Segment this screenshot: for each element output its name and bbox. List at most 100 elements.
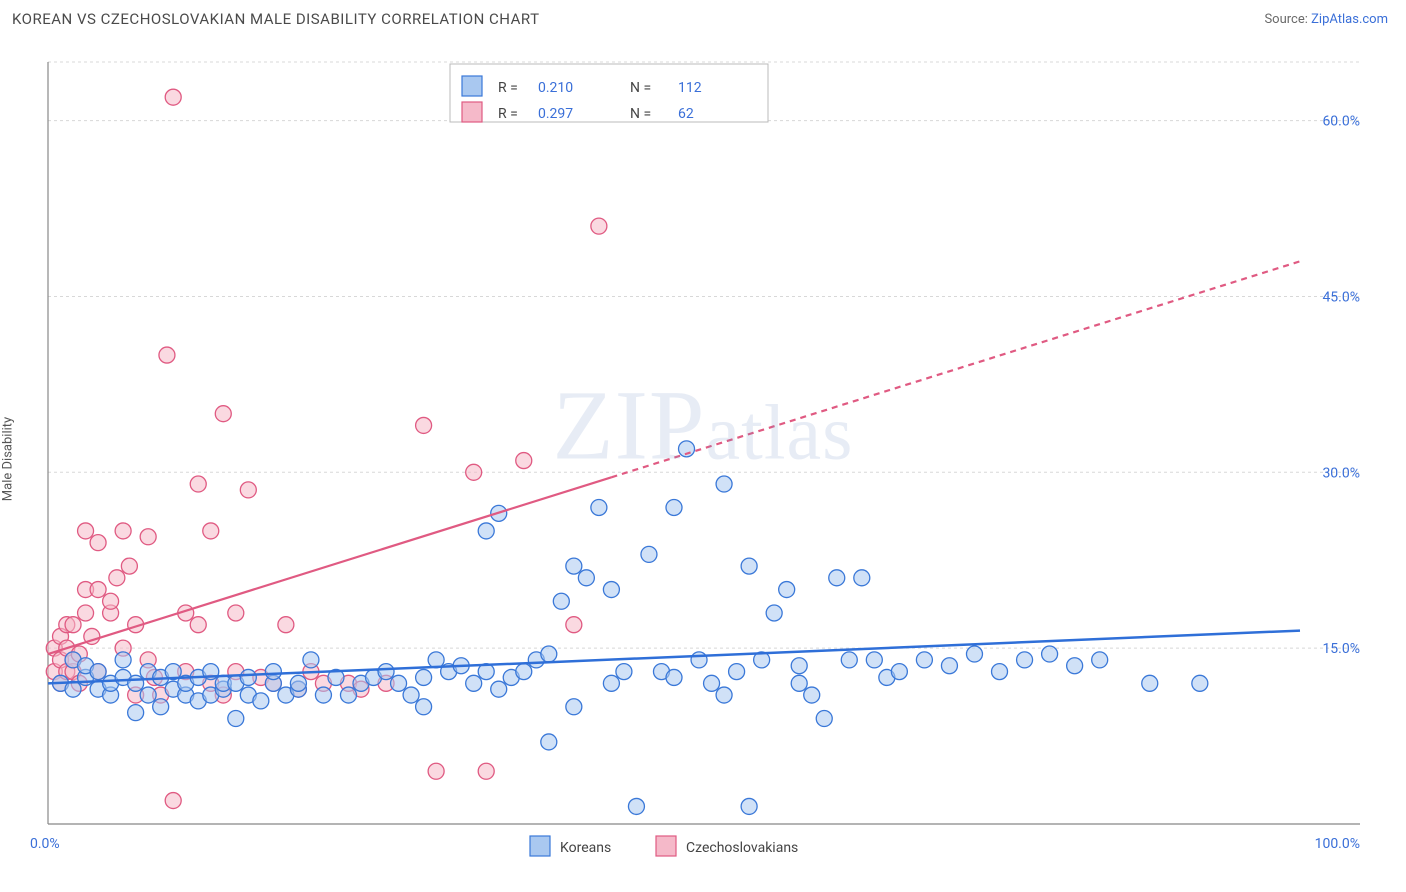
data-point <box>566 558 582 574</box>
data-point <box>816 710 832 726</box>
data-point <box>78 523 94 539</box>
chart-container: Male Disability ZIPatlas 15.0%30.0%45.0%… <box>0 34 1406 884</box>
legend-r-value: 0.210 <box>538 80 573 96</box>
y-axis-label: Male Disability <box>1 417 16 501</box>
data-point <box>603 675 619 691</box>
data-point <box>403 687 419 703</box>
data-point <box>566 617 582 633</box>
data-point <box>566 699 582 715</box>
data-point <box>1017 652 1033 668</box>
data-point <box>240 669 256 685</box>
data-point <box>804 687 820 703</box>
y-tick-label: 45.0% <box>1322 289 1360 305</box>
chart-header: KOREAN VS CZECHOSLOVAKIAN MALE DISABILIT… <box>0 0 1406 34</box>
data-point <box>716 687 732 703</box>
data-point <box>854 570 870 586</box>
data-point <box>866 652 882 668</box>
legend-swatch <box>462 102 482 122</box>
legend-swatch <box>530 836 550 856</box>
legend-swatch <box>462 76 482 96</box>
legend-n-label: N = <box>630 80 651 96</box>
chart-title: KOREAN VS CZECHOSLOVAKIAN MALE DISABILIT… <box>12 10 540 28</box>
y-tick-label: 15.0% <box>1322 641 1360 657</box>
data-point <box>478 763 494 779</box>
data-point <box>78 605 94 621</box>
legend-r-value: 0.297 <box>538 106 573 122</box>
data-point <box>228 605 244 621</box>
data-point <box>90 535 106 551</box>
legend-r-label: R = <box>498 106 518 122</box>
data-point <box>165 793 181 809</box>
data-point <box>466 675 482 691</box>
data-point <box>416 417 432 433</box>
data-point <box>315 687 331 703</box>
data-point <box>215 406 231 422</box>
legend-n-value: 62 <box>678 106 694 122</box>
data-point <box>428 763 444 779</box>
data-point <box>641 546 657 562</box>
data-point <box>128 675 144 691</box>
data-point <box>90 664 106 680</box>
data-point <box>1142 675 1158 691</box>
data-point <box>478 523 494 539</box>
data-point <box>716 476 732 492</box>
data-point <box>704 675 720 691</box>
data-point <box>791 675 807 691</box>
data-point <box>766 605 782 621</box>
data-point <box>603 582 619 598</box>
data-point <box>541 734 557 750</box>
data-point <box>278 617 294 633</box>
data-point <box>553 593 569 609</box>
source-label-wrap: Source: ZipAtlas.com <box>1264 12 1388 27</box>
data-point <box>516 453 532 469</box>
data-point <box>165 89 181 105</box>
data-point <box>741 798 757 814</box>
data-point <box>153 699 169 715</box>
y-tick-label: 30.0% <box>1322 465 1360 481</box>
data-point <box>140 529 156 545</box>
data-point <box>428 652 444 668</box>
data-point <box>303 652 319 668</box>
data-point <box>128 705 144 721</box>
data-point <box>616 664 632 680</box>
data-point <box>65 617 81 633</box>
data-point <box>240 482 256 498</box>
data-point <box>516 664 532 680</box>
data-point <box>416 669 432 685</box>
data-point <box>741 558 757 574</box>
data-point <box>290 675 306 691</box>
legend-swatch <box>656 836 676 856</box>
data-point <box>109 570 125 586</box>
regression-line-dashed <box>611 261 1300 477</box>
data-point <box>115 652 131 668</box>
source-link[interactable]: ZipAtlas.com <box>1311 12 1388 27</box>
data-point <box>966 646 982 662</box>
x-tick-label: 100.0% <box>1315 836 1360 852</box>
data-point <box>591 218 607 234</box>
data-point <box>941 658 957 674</box>
x-tick-label: 0.0% <box>30 836 60 852</box>
data-point <box>1042 646 1058 662</box>
data-point <box>591 499 607 515</box>
data-point <box>140 687 156 703</box>
legend-r-label: R = <box>498 80 518 96</box>
source-label: Source: <box>1264 12 1307 27</box>
data-point <box>378 664 394 680</box>
data-point <box>1192 675 1208 691</box>
data-point <box>103 593 119 609</box>
data-point <box>466 464 482 480</box>
data-point <box>729 664 745 680</box>
legend-series-label: Koreans <box>560 840 611 856</box>
data-point <box>90 582 106 598</box>
data-point <box>992 664 1008 680</box>
data-point <box>265 664 281 680</box>
data-point <box>578 570 594 586</box>
data-point <box>841 652 857 668</box>
data-point <box>159 347 175 363</box>
data-point <box>416 699 432 715</box>
data-point <box>779 582 795 598</box>
data-point <box>491 681 507 697</box>
legend-n-value: 112 <box>678 80 702 96</box>
data-point <box>916 652 932 668</box>
data-point <box>121 558 137 574</box>
